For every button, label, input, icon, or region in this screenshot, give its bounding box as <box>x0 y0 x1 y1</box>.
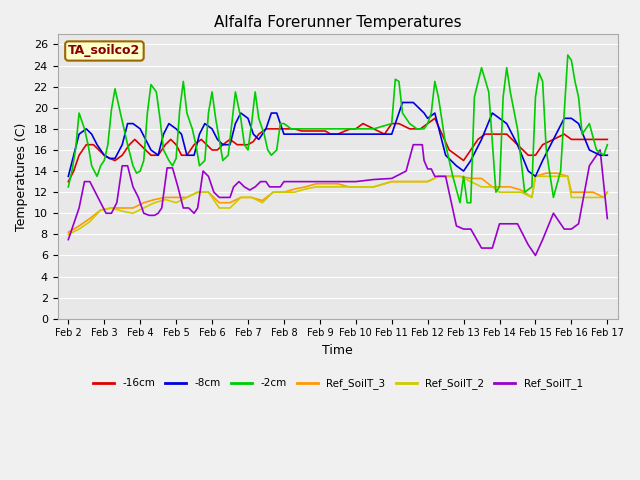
Y-axis label: Temperatures (C): Temperatures (C) <box>15 122 28 230</box>
Title: Alfalfa Forerunner Temperatures: Alfalfa Forerunner Temperatures <box>214 15 461 30</box>
Legend: -16cm, -8cm, -2cm, Ref_SoilT_3, Ref_SoilT_2, Ref_SoilT_1: -16cm, -8cm, -2cm, Ref_SoilT_3, Ref_Soil… <box>89 374 587 393</box>
X-axis label: Time: Time <box>323 344 353 357</box>
Text: TA_soilco2: TA_soilco2 <box>68 45 141 58</box>
